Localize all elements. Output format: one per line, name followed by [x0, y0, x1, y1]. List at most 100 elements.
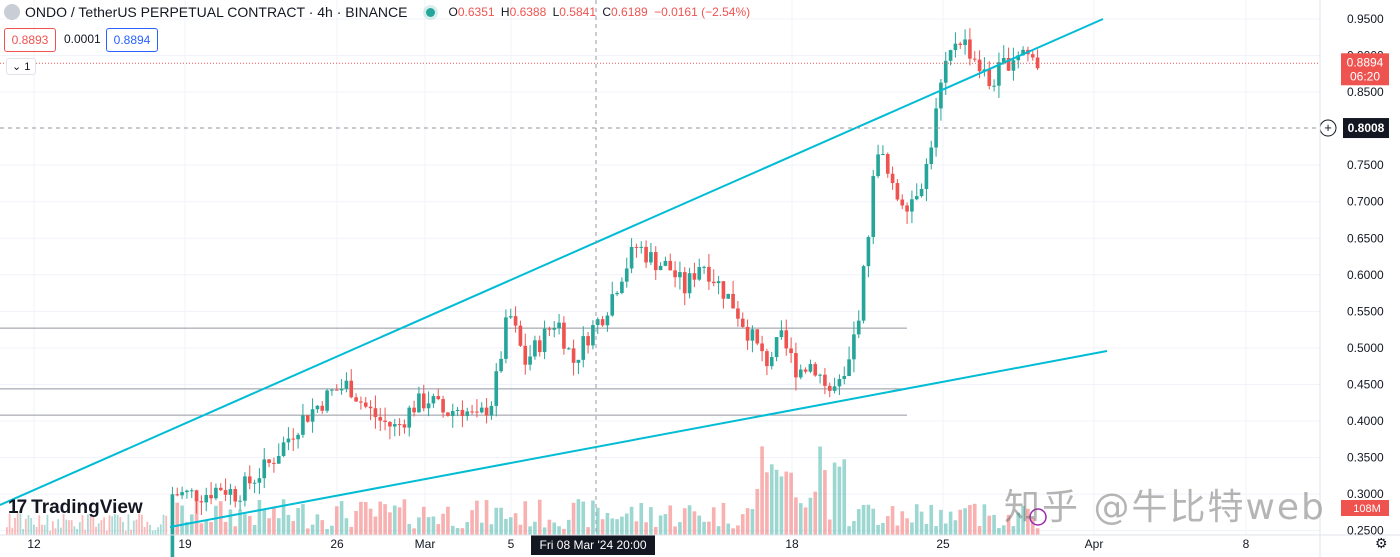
candle-body [339, 388, 344, 391]
volume-bar [373, 516, 378, 535]
candle-body [943, 60, 948, 83]
volume-bar [629, 506, 634, 535]
volume-bar [105, 530, 108, 535]
volume-bar [383, 504, 387, 535]
price-tick-label: 0.6500 [1347, 231, 1384, 245]
candle-body [247, 476, 252, 484]
volume-bar [977, 526, 982, 535]
volume-bar [76, 528, 78, 535]
candle-body [305, 415, 310, 422]
volume-bar [412, 528, 416, 535]
candle-body [823, 374, 827, 386]
candle-body [798, 369, 803, 378]
volume-bar [847, 526, 851, 535]
volume-bar [22, 528, 24, 535]
candle-body [523, 345, 528, 365]
volume-bar [70, 520, 73, 535]
time-axis[interactable]: 12 19 26 Mar 5 18 25 Apr 8 [0, 534, 1400, 551]
volume-bar [223, 521, 228, 535]
volume-bar [441, 513, 445, 535]
volume-bar [542, 527, 547, 535]
gear-icon[interactable]: ⚙ [1375, 535, 1388, 551]
volume-bar [895, 525, 900, 535]
price-axis[interactable]: 0.95000.90000.85000.75000.70000.65000.60… [1319, 0, 1389, 557]
candle-body [624, 268, 629, 282]
open-value: 0.6351 [457, 5, 495, 19]
candle-body [194, 490, 199, 502]
trendlines[interactable] [0, 18, 1108, 528]
volume-bar [678, 522, 682, 535]
chevron-down-icon: ⌄ [12, 61, 22, 73]
candle-body [557, 322, 561, 328]
volume-bar [1016, 512, 1021, 535]
volume-bar [301, 504, 305, 535]
sell-button[interactable]: 0.8893 [4, 28, 56, 52]
volume-bar [562, 528, 566, 535]
candle-body [808, 364, 813, 372]
volume-bar [856, 509, 861, 535]
volume-bar [968, 505, 972, 535]
candle-body [1006, 58, 1011, 71]
candle-body [209, 495, 213, 499]
volume-bar [533, 521, 537, 535]
volume-bar [769, 464, 774, 535]
volume-bar [943, 523, 948, 535]
volume-bar [33, 524, 35, 535]
candle-body [218, 487, 223, 491]
last-price-value: 0.8894 [1347, 55, 1384, 69]
candle-body [513, 316, 518, 326]
candle-body [315, 405, 320, 410]
volume-bar [953, 520, 958, 535]
volume-bar [591, 500, 595, 535]
candle-body [977, 59, 982, 72]
volume-bar [639, 503, 644, 535]
volume-bar [576, 499, 581, 535]
volume-bar [499, 507, 503, 535]
indicator-toggle-button[interactable]: ⌄ 1 [6, 58, 37, 75]
candle-body [711, 281, 716, 284]
volume-bar [552, 522, 557, 535]
candle-body [291, 438, 296, 440]
candle-body [475, 411, 479, 413]
volume-bar [8, 513, 11, 535]
volume-bar [798, 503, 803, 535]
symbol-title[interactable]: ONDO / TetherUS PERPETUAL CONTRACT · 4h … [25, 4, 408, 20]
candle-body [832, 386, 837, 391]
volume-bar [73, 526, 76, 535]
candle-body [330, 389, 334, 391]
price-tick-label: 0.7000 [1347, 195, 1384, 209]
price-tick-label: 0.8500 [1347, 85, 1384, 99]
volume-bar [49, 530, 51, 535]
volume-bar [571, 502, 576, 535]
volume-bar [349, 526, 354, 535]
volume-bar [421, 506, 426, 535]
volume-bar [127, 514, 130, 535]
volume-bar [475, 500, 479, 535]
symbol-logo-icon [4, 4, 20, 20]
volume-bar [711, 507, 716, 535]
candle-body [508, 316, 513, 318]
candle-body [721, 281, 726, 299]
candle-body [296, 434, 300, 440]
ohlc-legend: O0.6351 H0.6388 L0.5841 C0.6189 −0.0161 … [449, 5, 754, 19]
candle-body [910, 199, 914, 212]
buy-button[interactable]: 0.8894 [106, 28, 158, 52]
volume-bar [450, 525, 455, 535]
candle-body [813, 364, 818, 376]
volume-bar [508, 517, 513, 535]
volume-bar [653, 526, 658, 535]
candle-body [223, 490, 228, 495]
volume-bar [885, 516, 890, 535]
volume-bar [905, 518, 909, 535]
candle-body [649, 252, 653, 263]
candle-body [866, 237, 871, 267]
volume-bar [103, 517, 105, 535]
volume-bar [257, 499, 262, 535]
volume-bar [143, 527, 146, 535]
tradingview-logo[interactable]: 17 TradingView [8, 497, 143, 519]
volume-bar [615, 519, 619, 535]
candle-body [518, 325, 523, 346]
candle-body [233, 489, 238, 502]
